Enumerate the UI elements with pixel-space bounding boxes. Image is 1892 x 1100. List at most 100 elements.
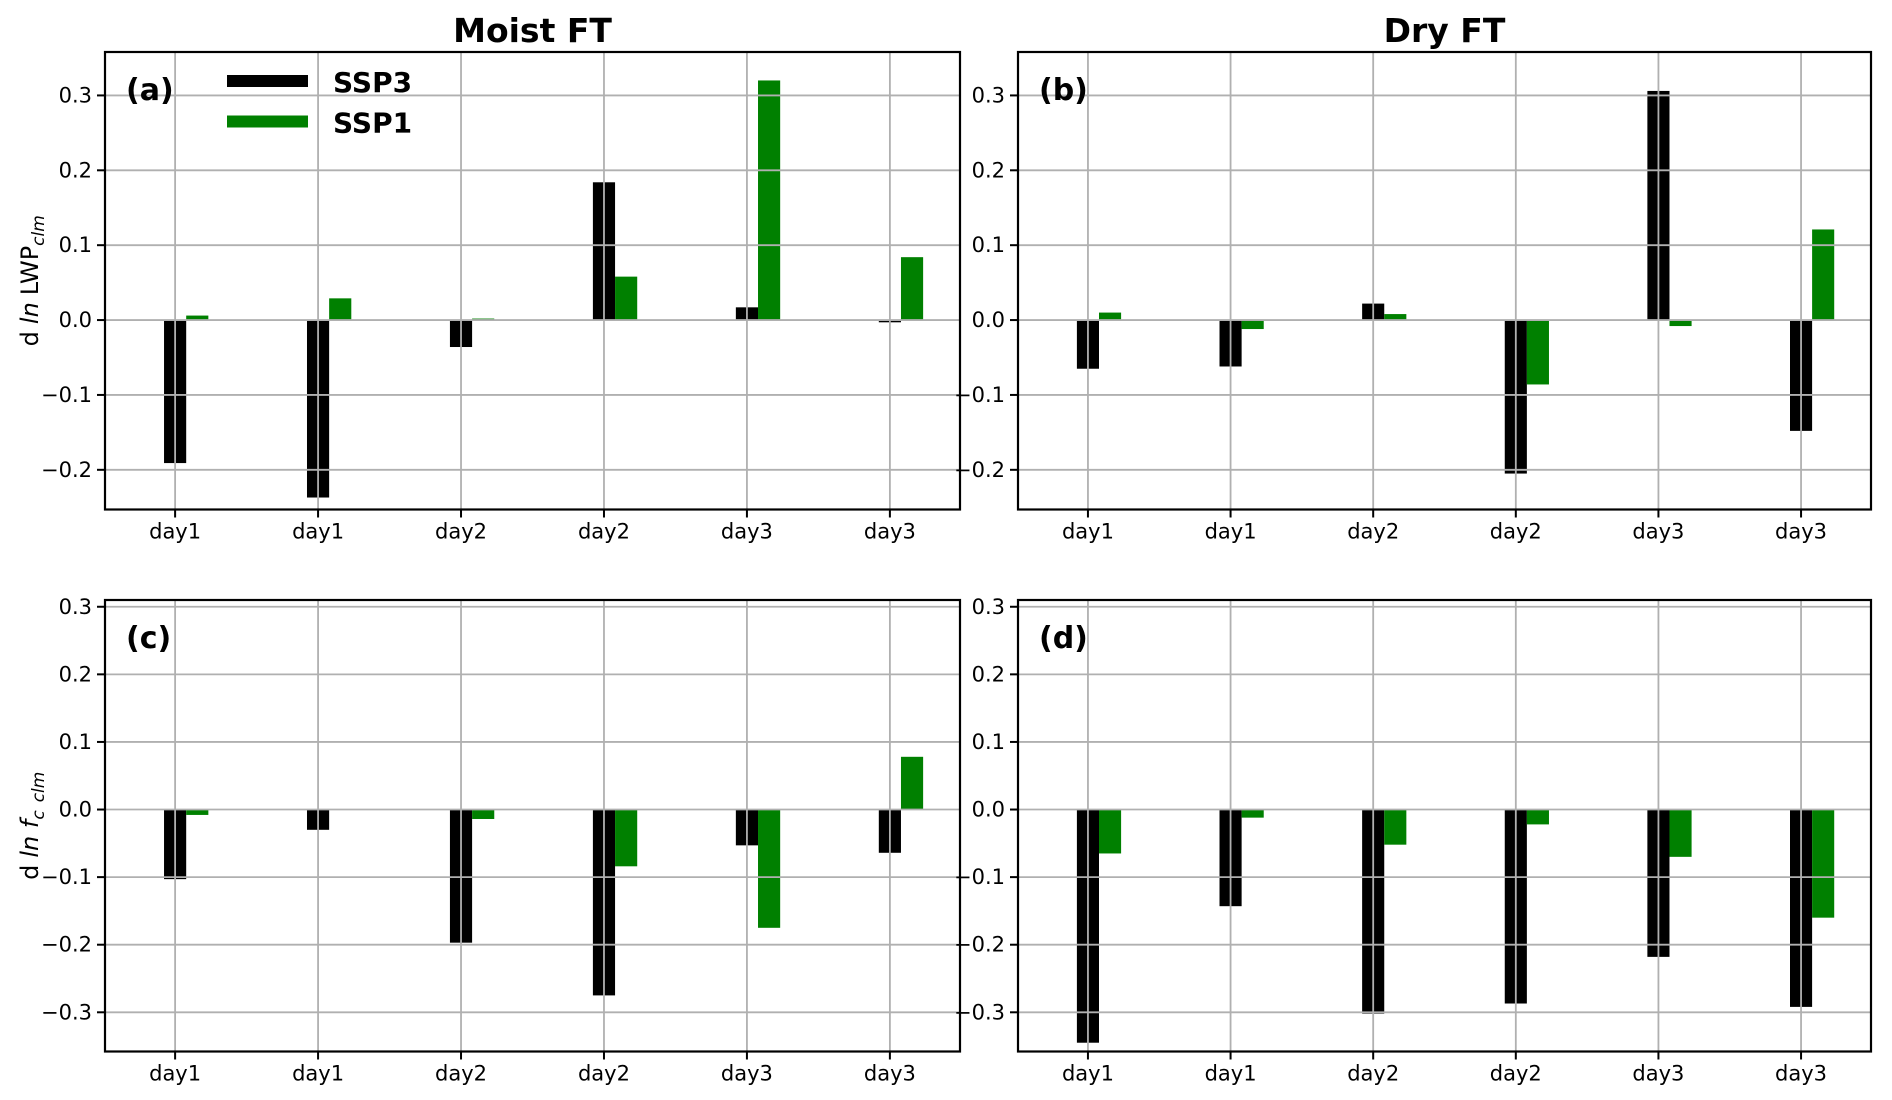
gridlines-b: [1018, 52, 1871, 510]
x-tick-label-2: day2: [435, 1062, 487, 1086]
bar-ssp1-day3-4: [758, 80, 781, 321]
x-tick-label-5: day3: [1775, 520, 1827, 544]
bars-b: [1076, 90, 1835, 474]
panel-title-a: Moist FT: [453, 11, 612, 50]
x-tick-label-0: day1: [149, 520, 201, 544]
x-tick-label-0: day1: [1062, 1062, 1114, 1086]
bar-ssp1-day1-0: [1098, 312, 1122, 321]
bar-ssp1-day2-2: [472, 809, 495, 819]
bar-ssp1-day3-5: [900, 257, 924, 321]
bars-c: [164, 756, 924, 996]
y-tick-label-0: −0.2: [954, 458, 1005, 482]
y-axis-label-segment: ln: [16, 302, 44, 324]
x-tick-label-3: day2: [1490, 520, 1542, 544]
gridlines-a: [105, 52, 960, 510]
bar-ssp1-day1-0: [1098, 809, 1122, 854]
x-tick-label-0: day1: [1062, 520, 1114, 544]
panel-label-a: (a): [126, 73, 174, 108]
panel-b: −0.2 −0.1 0.0 0.1 0.2 0.3 day1 day1 day2 day2 day3…: [954, 11, 1873, 544]
x-tick-label-5: day3: [1775, 1062, 1827, 1086]
axes-frame-b: [1016, 50, 1873, 511]
y-axis-label-segment: c: [29, 810, 49, 820]
bar-ssp1-day3-4: [1669, 320, 1692, 327]
y-tick-label-5: 0.2: [972, 662, 1005, 686]
y-tick-label-1: −0.2: [41, 933, 92, 957]
y-tick-label-2: 0.0: [972, 308, 1005, 332]
ticks-c: −0.3 −0.2 −0.1 0.0 0.1 0.2 0.3 day1 day1 day2 day2…: [41, 595, 916, 1086]
y-tick-label-1: −0.1: [41, 383, 92, 407]
x-tick-label-1: day1: [292, 520, 344, 544]
bar-ssp1-day3-4: [758, 809, 781, 928]
y-tick-label-3: 0.0: [972, 798, 1005, 822]
y-axis-label-segment: clm: [29, 215, 49, 246]
panel-c: −0.3 −0.2 −0.1 0.0 0.1 0.2 0.3 day1 day1 day2 day2…: [16, 595, 962, 1086]
ticks-b: −0.2 −0.1 0.0 0.1 0.2 0.3 day1 day1 day2 day2 day3…: [954, 83, 1827, 543]
x-tick-label-3: day2: [578, 1062, 630, 1086]
x-tick-label-5: day3: [864, 520, 916, 544]
x-tick-label-3: day2: [578, 520, 630, 544]
bar-ssp1-day2-3: [615, 276, 638, 321]
bar-ssp1-day3-5: [1812, 809, 1835, 918]
y-tick-label-2: −0.1: [41, 865, 92, 889]
panel-a: −0.2 −0.1 0.0 0.1 0.2 0.3 day1 day1 day2 day2 day3…: [16, 11, 962, 544]
y-tick-label-0: −0.3: [41, 1000, 92, 1024]
x-tick-label-3: day2: [1490, 1062, 1542, 1086]
bar-ssp1-day2-2: [1384, 314, 1407, 321]
y-tick-label-3: 0.0: [59, 798, 92, 822]
y-tick-label-4: 0.2: [59, 158, 92, 182]
x-tick-label-1: day1: [1205, 1062, 1257, 1086]
axes-frame-d: [1016, 598, 1873, 1053]
y-axis-label-segment: LWP: [16, 246, 44, 295]
y-tick-label-4: 0.1: [59, 730, 92, 754]
x-tick-label-4: day3: [1632, 520, 1684, 544]
y-tick-label-3: 0.1: [972, 233, 1005, 257]
x-tick-label-1: day1: [1205, 520, 1257, 544]
x-tick-label-4: day3: [721, 520, 773, 544]
bar-ssp1-day2-3: [615, 809, 638, 867]
y-axis-label-segment: clm: [29, 772, 49, 803]
panel-label-c: (c): [126, 621, 171, 656]
bars-a: [164, 80, 924, 498]
y-tick-label-2: 0.0: [59, 308, 92, 332]
x-tick-label-0: day1: [149, 1062, 201, 1086]
y-tick-label-5: 0.3: [972, 83, 1005, 107]
bar-ssp1-day3-4: [1669, 809, 1692, 857]
y-tick-label-4: 0.1: [972, 730, 1005, 754]
legend: SSP3 SSP1: [227, 66, 412, 140]
bar-ssp1-day2-2: [1384, 809, 1407, 845]
y-tick-label-3: 0.1: [59, 233, 92, 257]
bar-ssp1-day3-5: [1812, 229, 1835, 321]
x-tick-label-2: day2: [435, 520, 487, 544]
legend-label-ssp1: SSP1: [333, 107, 412, 140]
legend-swatch-ssp3: [227, 75, 308, 87]
y-tick-label-5: 0.2: [59, 662, 92, 686]
ticks-d: −0.3 −0.2 −0.1 0.0 0.1 0.2 0.3 day1 day1 day2 day2…: [954, 595, 1827, 1086]
bar-ssp1-day3-5: [900, 756, 924, 810]
y-axis-label-segment: d: [16, 331, 44, 346]
y-tick-label-4: 0.2: [972, 158, 1005, 182]
legend-swatch-ssp1: [227, 115, 308, 128]
y-tick-label-6: 0.3: [59, 595, 92, 619]
bar-ssp1-day2-3: [1526, 809, 1549, 825]
bar-ssp1-day1-0: [186, 809, 209, 815]
axes-frame-a: [103, 50, 962, 511]
x-tick-label-2: day2: [1347, 520, 1399, 544]
panel-title-b: Dry FT: [1384, 11, 1506, 50]
x-tick-label-4: day3: [721, 1062, 773, 1086]
panel-label-b: (b): [1039, 73, 1088, 108]
x-tick-label-4: day3: [1632, 1062, 1684, 1086]
bar-ssp1-day1-1: [329, 298, 352, 321]
ticks-a: −0.2 −0.1 0.0 0.1 0.2 0.3 day1 day1 day2 day2 day3…: [41, 83, 916, 543]
y-axis-label-segment: d: [16, 865, 44, 880]
bar-ssp1-day1-1: [1241, 809, 1264, 818]
bar-ssp1-day1-0: [186, 315, 209, 321]
y-tick-label-6: 0.3: [972, 595, 1005, 619]
y-tick-label-5: 0.3: [59, 83, 92, 107]
panel-d: −0.3 −0.2 −0.1 0.0 0.1 0.2 0.3 day1 day1 day2 day2…: [954, 595, 1873, 1086]
axes-frame-c: [103, 598, 962, 1053]
legend-label-ssp3: SSP3: [333, 66, 412, 99]
x-tick-label-5: day3: [864, 1062, 916, 1086]
gridlines-c: [105, 600, 960, 1052]
